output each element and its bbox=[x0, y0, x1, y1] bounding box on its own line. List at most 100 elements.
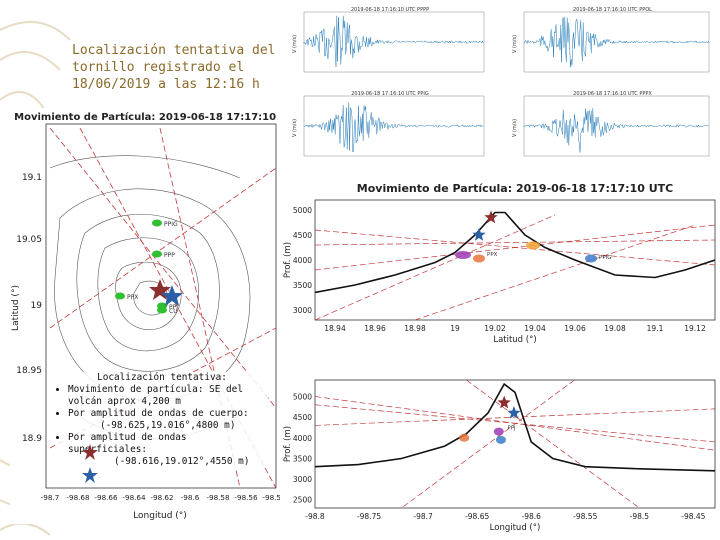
profile-xtick: 19.02 bbox=[484, 324, 506, 333]
profile-ylabel: Prof. (m) bbox=[283, 242, 293, 278]
map-title: Movimiento de Partícula: 2019-06-18 17:1… bbox=[14, 111, 280, 123]
map-ytick: 19 bbox=[31, 301, 43, 311]
profile-xlabel: Latitud (°) bbox=[493, 335, 536, 345]
terrain-profile bbox=[315, 382, 715, 472]
notes-item-surface-wave: Por amplitud de ondas superficiales: bbox=[68, 432, 268, 456]
map-ytick: 19.1 bbox=[22, 173, 42, 183]
profile-ytick: 3500 bbox=[293, 281, 312, 290]
profile-title: Movimiento de Partícula: 2019-06-18 17:1… bbox=[357, 182, 673, 195]
map-xtick: -98.62 bbox=[150, 493, 173, 502]
particle-motion-line bbox=[315, 239, 715, 246]
seismogram-title: 2019-06-18 17:16:10 UTC PPIG bbox=[351, 91, 429, 97]
seismogram-title: 2019-06-18 17:16:10 UTC PPPP bbox=[351, 7, 429, 13]
seismogram-ylabel: V (m/s) bbox=[512, 119, 518, 137]
particle-motion-line bbox=[315, 224, 715, 271]
seismogram-trace bbox=[303, 102, 484, 153]
seismogram-trace bbox=[303, 15, 484, 67]
profile-ytick: 4500 bbox=[293, 231, 312, 240]
map-xtick: -98.54 bbox=[262, 493, 280, 502]
particle-motion-line bbox=[315, 408, 715, 426]
station-ppx-marker bbox=[115, 292, 125, 300]
profile-xtick: -98.8 bbox=[305, 512, 325, 521]
seismogram-trace bbox=[523, 16, 710, 68]
map-xtick: -98.58 bbox=[206, 493, 230, 502]
profile-xtick: 19.08 bbox=[604, 324, 626, 333]
seismogram-pppx: 2019-06-18 17:16:10 UTC PPPX V (m/s) bbox=[510, 88, 715, 168]
profile-xtick: 18.98 bbox=[404, 324, 426, 333]
profile-ylabel: Prof. (m) bbox=[283, 426, 293, 462]
profile-xtick: -98.75 bbox=[357, 512, 381, 521]
profile-station-label: PPJ bbox=[507, 426, 516, 432]
profile-ytick: 4000 bbox=[293, 434, 312, 443]
notes-heading: Localización tentativa: bbox=[97, 372, 227, 383]
station-cu-label: CU bbox=[169, 308, 178, 315]
profile-ytick: 4500 bbox=[293, 413, 312, 422]
map-ytick: 18.95 bbox=[16, 366, 42, 376]
particle-motion-line bbox=[401, 380, 575, 508]
map-ytick: 19.05 bbox=[16, 235, 42, 245]
profile-xtick: 19.04 bbox=[524, 324, 546, 333]
map-xlabel: Longitud (°) bbox=[133, 511, 187, 521]
slide-title: Localización tentativa del tornillo regi… bbox=[72, 43, 284, 92]
profile-ytick: 3000 bbox=[293, 306, 312, 315]
notes-surface-wave-value: (-98.616,19.012°,4550 m) bbox=[114, 456, 250, 467]
map-xtick: -98.64 bbox=[122, 493, 146, 502]
profile-ytick: 3500 bbox=[293, 454, 312, 463]
map-ylabel: Latitud (°) bbox=[11, 285, 21, 331]
station-ppj-label: PPJ bbox=[169, 304, 178, 311]
red-star-body-wave bbox=[484, 210, 498, 224]
station-cu-marker bbox=[157, 306, 167, 314]
profile-ytick: 5000 bbox=[293, 206, 312, 215]
seismogram-ppol: 2019-06-18 17:16:10 UTC PPOL V (m/s) bbox=[510, 4, 715, 84]
terrain-profile bbox=[315, 211, 715, 294]
particle-motion-line bbox=[466, 380, 640, 508]
station-ellipse bbox=[493, 427, 504, 436]
particle-motion-line bbox=[414, 224, 696, 320]
profile-ytick: 2500 bbox=[293, 496, 312, 505]
seismogram-title: 2019-06-18 17:16:10 UTC PPPX bbox=[573, 91, 652, 97]
blue-star-surface-wave bbox=[472, 228, 486, 241]
map-ytick: 18.9 bbox=[22, 434, 42, 444]
red-star-body-wave bbox=[497, 395, 511, 409]
profile-xlabel: Longitud (°) bbox=[490, 523, 541, 532]
map-xtick: -98.66 bbox=[94, 493, 118, 502]
latitude-profile-chart: Movimiento de Partícula: 2019-06-18 17:1… bbox=[283, 178, 720, 358]
profile-ytick: 3000 bbox=[293, 475, 312, 484]
profile-xtick: 18.94 bbox=[324, 324, 346, 333]
profile-xtick: -98.6 bbox=[522, 512, 542, 521]
location-notes: Localización tentativa: Movimiento de pa… bbox=[56, 372, 268, 483]
profile-station-label: PPX bbox=[487, 252, 498, 258]
map-xtick: -98.56 bbox=[234, 493, 258, 502]
map-xtick: -98.7 bbox=[41, 493, 60, 502]
profile-xtick: -98.65 bbox=[465, 512, 489, 521]
blue-star-surface-wave bbox=[161, 285, 183, 306]
seismogram-ylabel: V (m/s) bbox=[512, 35, 518, 53]
particle-motion-line bbox=[315, 396, 715, 451]
profile-xtick: -98.45 bbox=[681, 512, 705, 521]
station-ellipse bbox=[495, 435, 506, 444]
station-ellipse bbox=[459, 433, 470, 442]
profile-xtick: 19.12 bbox=[684, 324, 706, 333]
seismogram-ylabel: V (m/s) bbox=[292, 119, 298, 137]
notes-red-star-icon bbox=[82, 444, 98, 460]
longitude-profile-chart: 5000 4500 4000 3500 3000 2500 -98.8 -98.75 -98.7… bbox=[283, 372, 720, 532]
blue-star-surface-wave bbox=[507, 406, 521, 419]
map-xtick: -98.6 bbox=[181, 493, 200, 502]
profile-xtick: -98.55 bbox=[573, 512, 597, 521]
profile-xtick: -98.5 bbox=[630, 512, 650, 521]
profile-ytick: 4000 bbox=[293, 256, 312, 265]
notes-item-particle-motion: Movimiento de partícula: SE del volcán a… bbox=[68, 384, 268, 408]
station-ppp-marker bbox=[152, 250, 162, 258]
station-ppig-marker bbox=[152, 219, 162, 227]
station-ellipse bbox=[585, 254, 597, 263]
notes-item-body-wave: Por amplitud de ondas de cuerpo: bbox=[68, 408, 268, 420]
seismogram-title: 2019-06-18 17:16:10 UTC PPOL bbox=[573, 7, 652, 13]
station-ellipse bbox=[473, 254, 485, 263]
seismogram-ylabel: V (m/s) bbox=[292, 35, 298, 53]
seismogram-pppp: 2019-06-18 17:16:10 UTC PPPP V (m/s) bbox=[290, 4, 490, 84]
station-ppp-label: PPP bbox=[164, 252, 175, 259]
station-ppx-label: PPX bbox=[127, 294, 138, 301]
profile-xtick: 19 bbox=[450, 324, 460, 333]
notes-blue-star-icon bbox=[82, 467, 98, 483]
